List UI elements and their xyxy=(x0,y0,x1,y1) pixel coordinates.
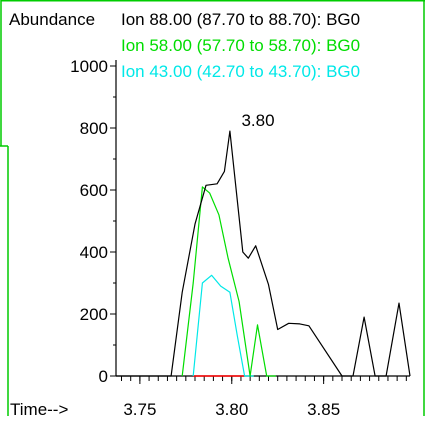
peak-annotation: 3.80 xyxy=(241,111,274,130)
y-tick-label: 600 xyxy=(80,181,108,200)
x-tick-label: 3.80 xyxy=(215,400,248,416)
x-tick-label: 3.75 xyxy=(123,400,156,416)
legend-entry-2: Ion 43.00 (42.70 to 43.70): BG0 xyxy=(121,62,360,81)
series-line-2 xyxy=(192,274,254,377)
series-line-1 xyxy=(181,186,276,377)
legend-entry-0: Ion 88.00 (87.70 to 88.70): BG0 xyxy=(121,10,360,29)
y-tick-label: 1000 xyxy=(70,57,108,76)
y-tick-label: 400 xyxy=(80,243,108,262)
x-tick-label: 3.85 xyxy=(307,400,340,416)
y-axis-title: Abundance xyxy=(9,10,95,29)
labels: 0 200 400 600 800 1000 3.75 3.80 3.85 Abundance Io… xyxy=(9,10,360,419)
ticks xyxy=(110,65,407,384)
x-axis-title: Time--> xyxy=(10,400,68,416)
series-group xyxy=(116,130,411,377)
y-tick-label: 800 xyxy=(80,119,108,138)
series-line-0 xyxy=(116,130,411,377)
y-tick-label: 200 xyxy=(80,305,108,324)
legend-entry-1: Ion 58.00 (57.70 to 58.70): BG0 xyxy=(121,36,360,55)
y-tick-label: 0 xyxy=(99,367,108,386)
